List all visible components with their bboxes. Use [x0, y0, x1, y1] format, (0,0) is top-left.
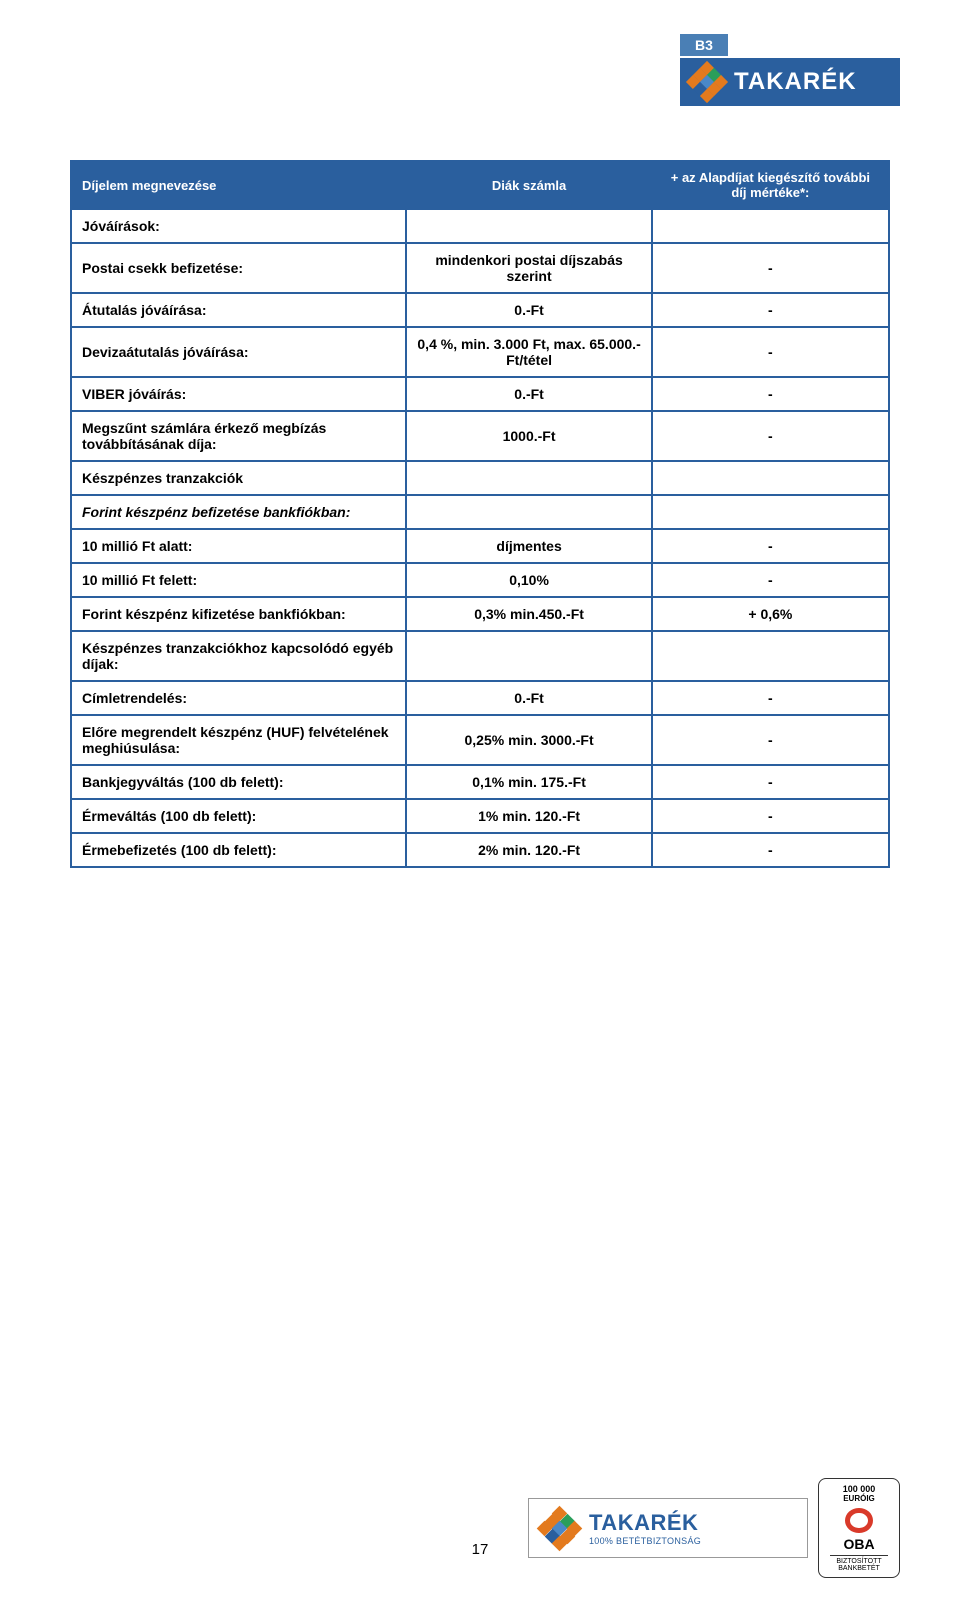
oba-line2: BANKBETÉT: [838, 1565, 880, 1573]
oba-label: OBA: [843, 1537, 874, 1552]
cell-extra: [652, 631, 889, 681]
cell-value: 0.-Ft: [406, 681, 651, 715]
cell-label: Bankjegyváltás (100 db felett):: [71, 765, 406, 799]
takarek-footer-logo: TAKARÉK 100% BETÉTBIZTONSÁG: [528, 1498, 808, 1558]
table-row: Készpénzes tranzakciók: [71, 461, 889, 495]
cell-label: Előre megrendelt készpénz (HUF) felvétel…: [71, 715, 406, 765]
oba-ring-icon: [845, 1508, 873, 1534]
cell-value: [406, 461, 651, 495]
cell-extra: -: [652, 715, 889, 765]
table-row: Érmeváltás (100 db felett):1% min. 120.-…: [71, 799, 889, 833]
cell-extra: [652, 495, 889, 529]
table-row: Átutalás jóváírása:0.-Ft-: [71, 293, 889, 327]
table-row: Bankjegyváltás (100 db felett):0,1% min.…: [71, 765, 889, 799]
cell-label: Postai csekk befizetése:: [71, 243, 406, 293]
brand-bar: TAKARÉK: [680, 58, 900, 106]
cell-value: 0,4 %, min. 3.000 Ft, max. 65.000.-Ft/té…: [406, 327, 651, 377]
cell-value: 0.-Ft: [406, 377, 651, 411]
cell-label: VIBER jóváírás:: [71, 377, 406, 411]
oba-currency: EURÓIG: [843, 1495, 875, 1504]
cell-extra: -: [652, 799, 889, 833]
cell-value: 0.-Ft: [406, 293, 651, 327]
cell-extra: [652, 461, 889, 495]
table-row: Megszűnt számlára érkező megbízás tovább…: [71, 411, 889, 461]
cell-label: Forint készpénz befizetése bankfiókban:: [71, 495, 406, 529]
table-row: Címletrendelés:0.-Ft-: [71, 681, 889, 715]
table-row: Jóváírások:: [71, 209, 889, 243]
cell-label: Jóváírások:: [71, 209, 406, 243]
cell-extra: -: [652, 377, 889, 411]
header-col1: Díjelem megnevezése: [71, 161, 406, 209]
cell-label: 10 millió Ft alatt:: [71, 529, 406, 563]
cell-label: Megszűnt számlára érkező megbízás tovább…: [71, 411, 406, 461]
cell-extra: -: [652, 681, 889, 715]
footer-brand: TAKARÉK: [589, 1510, 701, 1536]
cell-label: Érmebefizetés (100 db felett):: [71, 833, 406, 867]
table-row: 10 millió Ft alatt:díjmentes-: [71, 529, 889, 563]
brand-name: TAKARÉK: [734, 68, 857, 96]
cell-label: Érmeváltás (100 db felett):: [71, 799, 406, 833]
table-row: Forint készpénz kifizetése bankfiókban:0…: [71, 597, 889, 631]
cell-extra: -: [652, 833, 889, 867]
cell-value: 0,25% min. 3000.-Ft: [406, 715, 651, 765]
cell-label: Készpénzes tranzakciók: [71, 461, 406, 495]
cell-extra: -: [652, 327, 889, 377]
table-row: 10 millió Ft felett:0,10%-: [71, 563, 889, 597]
footer-logos: TAKARÉK 100% BETÉTBIZTONSÁG 100 000 EURÓ…: [528, 1478, 900, 1578]
cell-label: Átutalás jóváírása:: [71, 293, 406, 327]
header-col2: Diák számla: [406, 161, 651, 209]
b3-badge: B3: [680, 34, 728, 56]
cell-value: 1000.-Ft: [406, 411, 651, 461]
divider: [830, 1555, 888, 1556]
cell-value: 0,1% min. 175.-Ft: [406, 765, 651, 799]
diamond-cluster-icon: [688, 63, 726, 101]
cell-value: [406, 631, 651, 681]
footer-tagline: 100% BETÉTBIZTONSÁG: [589, 1536, 701, 1546]
cell-value: 0,3% min.450.-Ft: [406, 597, 651, 631]
table-row: Forint készpénz befizetése bankfiókban:: [71, 495, 889, 529]
cell-value: díjmentes: [406, 529, 651, 563]
cell-value: [406, 495, 651, 529]
cell-label: 10 millió Ft felett:: [71, 563, 406, 597]
brand-logo-top: B3 TAKARÉK: [680, 34, 900, 108]
cell-value: 1% min. 120.-Ft: [406, 799, 651, 833]
table-row: Devizaátutalás jóváírása:0,4 %, min. 3.0…: [71, 327, 889, 377]
page-number: 17: [472, 1541, 489, 1558]
cell-value: 0,10%: [406, 563, 651, 597]
oba-badge: 100 000 EURÓIG OBA BIZTOSÍTOTT BANKBETÉT: [818, 1478, 900, 1578]
table-row: Postai csekk befizetése:mindenkori posta…: [71, 243, 889, 293]
header-col3: + az Alapdíjat kiegészítő további díj mé…: [652, 161, 889, 209]
cell-extra: -: [652, 529, 889, 563]
table-row: Előre megrendelt készpénz (HUF) felvétel…: [71, 715, 889, 765]
cell-label: Forint készpénz kifizetése bankfiókban:: [71, 597, 406, 631]
cell-extra: -: [652, 411, 889, 461]
cell-value: mindenkori postai díjszabás szerint: [406, 243, 651, 293]
cell-extra: -: [652, 293, 889, 327]
cell-value: 2% min. 120.-Ft: [406, 833, 651, 867]
cell-label: Címletrendelés:: [71, 681, 406, 715]
fee-table: Díjelem megnevezése Diák számla + az Ala…: [70, 160, 890, 868]
cell-extra: [652, 209, 889, 243]
table-row: VIBER jóváírás:0.-Ft-: [71, 377, 889, 411]
cell-value: [406, 209, 651, 243]
diamond-cluster-icon: [539, 1508, 579, 1548]
cell-extra: -: [652, 765, 889, 799]
cell-label: Devizaátutalás jóváírása:: [71, 327, 406, 377]
cell-label: Készpénzes tranzakciókhoz kapcsolódó egy…: [71, 631, 406, 681]
cell-extra: + 0,6%: [652, 597, 889, 631]
table-row: Érmebefizetés (100 db felett):2% min. 12…: [71, 833, 889, 867]
table-row: Készpénzes tranzakciókhoz kapcsolódó egy…: [71, 631, 889, 681]
cell-extra: -: [652, 243, 889, 293]
cell-extra: -: [652, 563, 889, 597]
